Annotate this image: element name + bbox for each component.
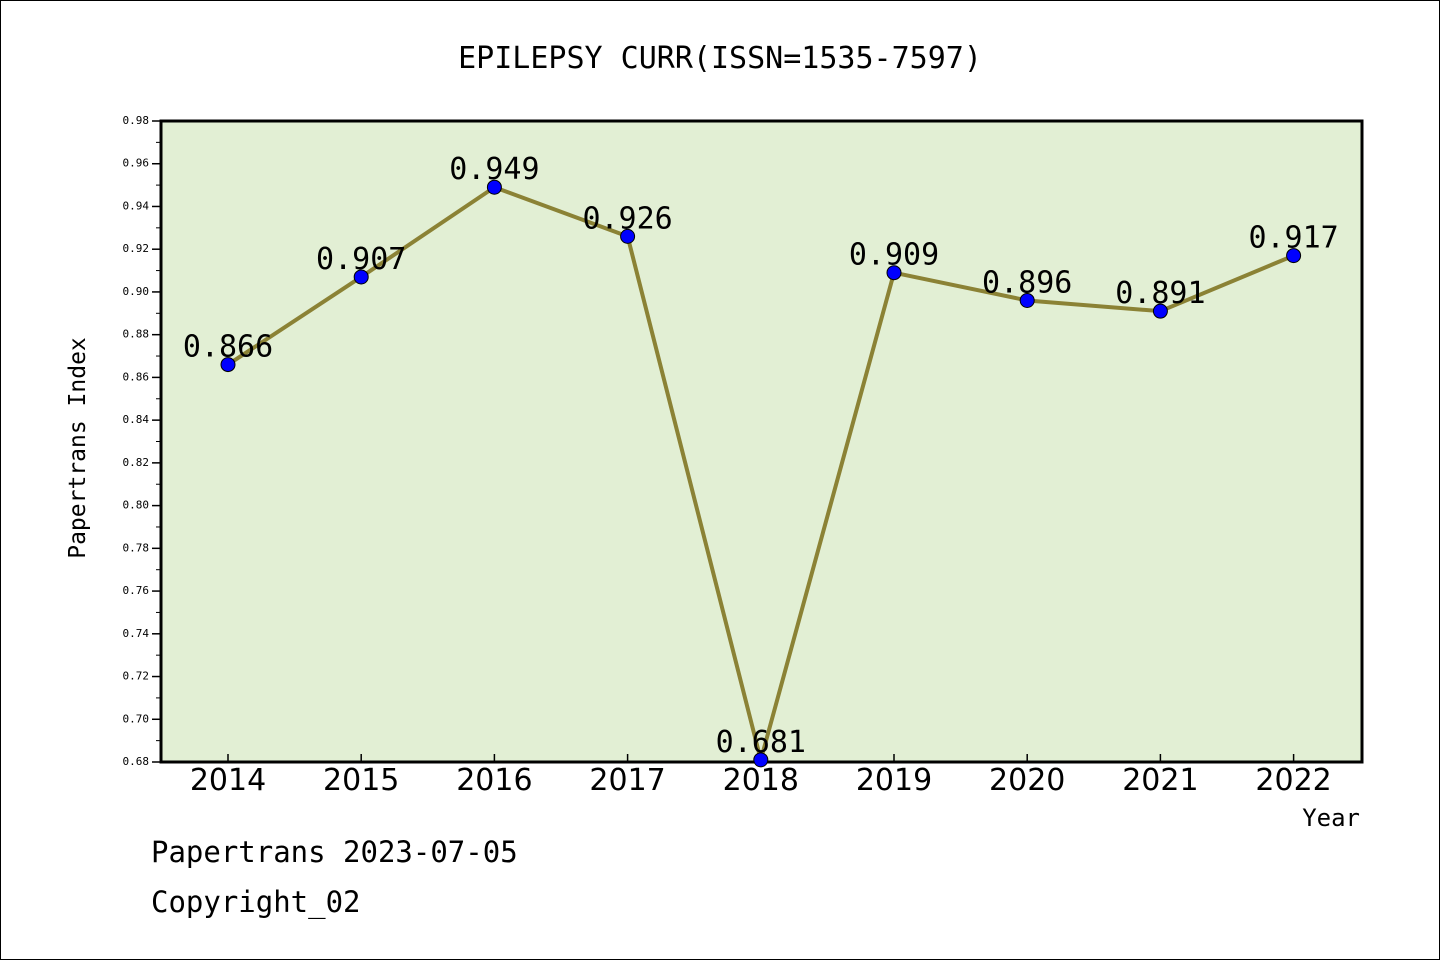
y-tick-label: 0.74	[123, 627, 150, 640]
x-tick-label: 2021	[1122, 763, 1198, 798]
y-tick-label: 0.82	[123, 456, 150, 469]
x-axis-label: Year	[1302, 804, 1360, 832]
data-point	[1019, 292, 1035, 308]
x-axis: 2014 2015 2016 2017 2018 2019 2020 2021 2022	[190, 754, 1332, 798]
data-point	[1286, 248, 1302, 264]
data-point	[1152, 303, 1168, 319]
data-label: 0.926	[582, 201, 672, 236]
y-tick-label: 0.86	[123, 370, 150, 383]
data-point	[353, 269, 369, 285]
y-tick-label: 0.96	[123, 157, 150, 170]
data-point	[220, 357, 236, 373]
y-tick-label: 0.76	[123, 584, 150, 597]
data-label: 0.896	[982, 265, 1072, 300]
x-tick-label: 2016	[456, 763, 532, 798]
y-tick-label: 0.92	[123, 242, 150, 255]
x-tick-label: 2020	[989, 763, 1065, 798]
y-tick-label: 0.68	[123, 755, 150, 768]
y-axis-label: Papertrans Index	[65, 337, 91, 559]
y-tick-label: 0.98	[123, 114, 150, 127]
footer-date: Papertrans 2023-07-05	[151, 835, 518, 869]
x-tick-label: 2015	[323, 763, 399, 798]
chart-title: EPILEPSY CURR(ISSN=1535-7597)	[458, 41, 982, 76]
y-tick-label: 0.90	[123, 285, 150, 298]
y-tick-label: 0.70	[123, 712, 150, 725]
data-label: 0.917	[1248, 221, 1338, 256]
data-label: 0.949	[449, 152, 539, 187]
data-point	[886, 265, 902, 281]
y-tick-label: 0.78	[123, 541, 150, 554]
y-tick-label: 0.80	[123, 499, 150, 512]
data-label: 0.866	[183, 330, 273, 365]
y-axis: 0.68 0.70 0.72 0.74 0.76 0.78 0.80 0.82 0.84 0.86…	[123, 114, 161, 768]
data-point	[620, 228, 636, 244]
x-tick-label: 2017	[589, 763, 665, 798]
y-tick-label: 0.94	[123, 199, 150, 212]
x-tick-label: 2019	[856, 763, 932, 798]
data-point	[486, 179, 502, 195]
data-point	[753, 752, 769, 768]
footer-copyright: Copyright_02	[151, 885, 361, 919]
data-label: 0.909	[849, 238, 939, 273]
x-tick-label: 2018	[723, 763, 799, 798]
y-tick-label: 0.72	[123, 670, 150, 683]
data-label: 0.681	[716, 725, 806, 760]
x-tick-label: 2014	[190, 763, 266, 798]
data-label: 0.907	[316, 242, 406, 277]
y-tick-label: 0.88	[123, 328, 150, 341]
y-tick-label: 0.84	[123, 413, 150, 426]
x-tick-label: 2022	[1255, 763, 1331, 798]
data-label: 0.891	[1115, 276, 1205, 311]
series-layer: 0.866 0.907 0.949 0.926 0.681 0.909 0.896 0.891…	[183, 152, 1339, 768]
plot-area	[159, 119, 1364, 764]
